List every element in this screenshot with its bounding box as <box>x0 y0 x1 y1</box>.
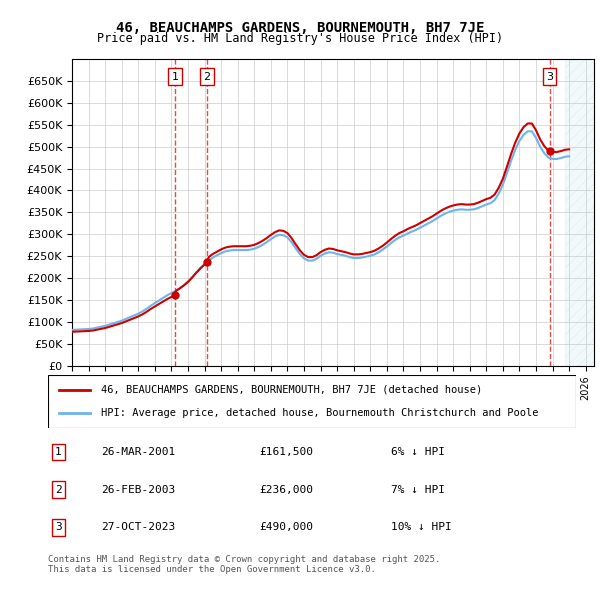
Text: 27-OCT-2023: 27-OCT-2023 <box>101 523 175 532</box>
Text: 1: 1 <box>172 71 179 81</box>
Text: £490,000: £490,000 <box>259 523 313 532</box>
Text: 46, BEAUCHAMPS GARDENS, BOURNEMOUTH, BH7 7JE (detached house): 46, BEAUCHAMPS GARDENS, BOURNEMOUTH, BH7… <box>101 385 482 395</box>
Text: 2: 2 <box>55 485 62 494</box>
Text: Contains HM Land Registry data © Crown copyright and database right 2025.
This d: Contains HM Land Registry data © Crown c… <box>48 555 440 574</box>
Text: 3: 3 <box>546 71 553 81</box>
Text: 2: 2 <box>203 71 211 81</box>
Text: 26-FEB-2003: 26-FEB-2003 <box>101 485 175 494</box>
Bar <box>565 59 594 366</box>
Text: Price paid vs. HM Land Registry's House Price Index (HPI): Price paid vs. HM Land Registry's House … <box>97 32 503 45</box>
Text: 46, BEAUCHAMPS GARDENS, BOURNEMOUTH, BH7 7JE: 46, BEAUCHAMPS GARDENS, BOURNEMOUTH, BH7… <box>116 21 484 35</box>
Text: 10% ↓ HPI: 10% ↓ HPI <box>391 523 452 532</box>
Text: 6% ↓ HPI: 6% ↓ HPI <box>391 447 445 457</box>
FancyBboxPatch shape <box>48 375 576 428</box>
Text: 1: 1 <box>55 447 62 457</box>
Text: £236,000: £236,000 <box>259 485 313 494</box>
Text: £161,500: £161,500 <box>259 447 313 457</box>
Text: HPI: Average price, detached house, Bournemouth Christchurch and Poole: HPI: Average price, detached house, Bour… <box>101 408 538 418</box>
Text: 7% ↓ HPI: 7% ↓ HPI <box>391 485 445 494</box>
Text: 3: 3 <box>55 523 62 532</box>
Text: 26-MAR-2001: 26-MAR-2001 <box>101 447 175 457</box>
